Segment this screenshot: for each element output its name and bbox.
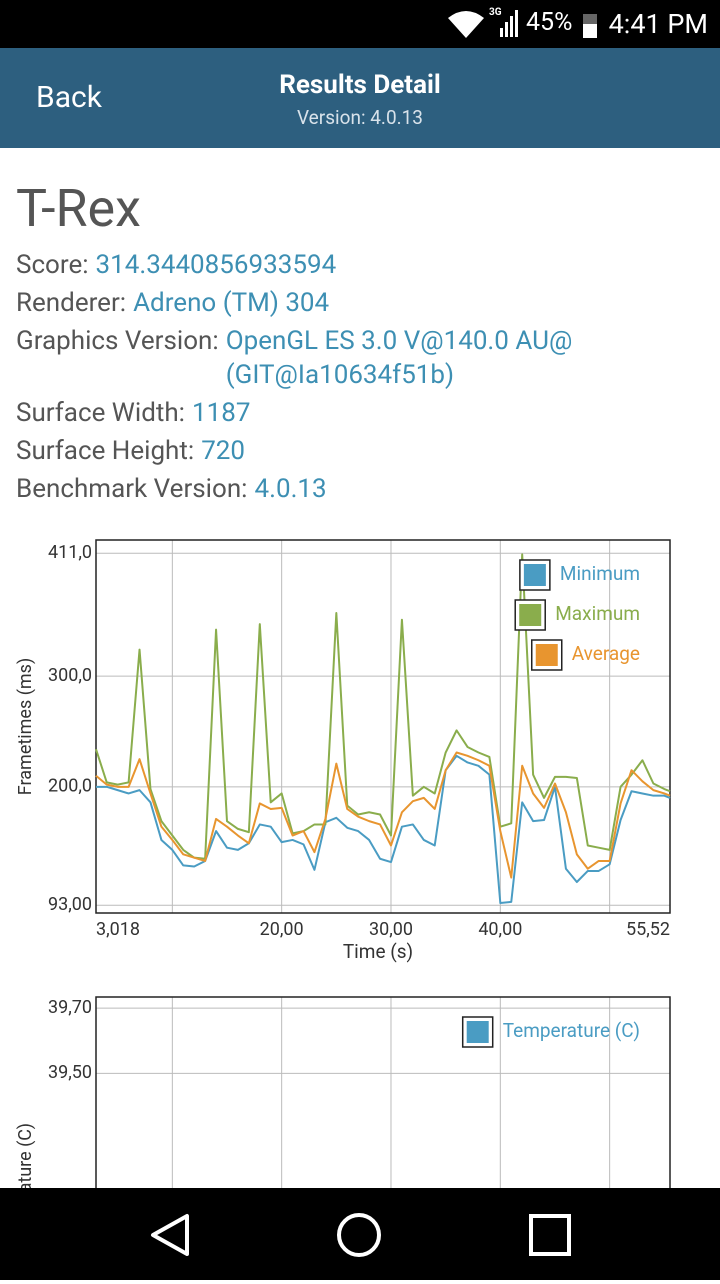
field-label: Renderer: <box>16 288 127 318</box>
field-value: Adreno (TM) 304 <box>133 288 330 318</box>
y-tick-label: 300,0 <box>48 665 92 686</box>
recents-nav[interactable] <box>529 1214 571 1256</box>
series-line <box>95 751 671 879</box>
result-fields: Score: 314.3440856933594 Renderer: Adreno (… <box>16 248 706 510</box>
legend-label: Maximum <box>555 602 640 625</box>
status-bar: 3G 45% 4:41 PM <box>0 0 720 48</box>
home-nav[interactable] <box>337 1213 381 1257</box>
x-tick-label: 55,52 <box>626 919 670 940</box>
field-value: 720 <box>201 436 246 466</box>
x-tick-label: 3,018 <box>96 919 140 940</box>
x-tick-label: 20,00 <box>260 919 304 940</box>
field-value: 314.3440856933594 <box>95 250 337 280</box>
clock: 4:41 PM <box>608 8 708 40</box>
x-tick-label: 30,00 <box>369 919 413 940</box>
field-row: Renderer: Adreno (TM) 304 <box>16 286 706 320</box>
field-value: 4.0.13 <box>254 474 327 504</box>
y-tick-label: 200,0 <box>48 776 92 797</box>
signal-bar <box>505 22 508 37</box>
charts: 93,00 200,0 300,0 411,0 3,018 20,00 30,00 40,00… <box>15 539 671 1188</box>
legend-swatch <box>466 1021 489 1043</box>
version: Version: 4.0.13 <box>296 106 423 129</box>
legend-label: Temperature (C) <box>503 1019 640 1042</box>
battery-empty <box>583 14 597 24</box>
field-row: Benchmark Version: 4.0.13 <box>16 472 706 506</box>
x-axis-title: Time (s) <box>343 940 413 963</box>
legend-swatch <box>523 564 546 586</box>
field-label: Surface Height: <box>16 436 195 466</box>
y-tick-label: 39,70 <box>48 997 92 1018</box>
legend-label: Average <box>572 642 640 665</box>
field-row: Surface Width: 1187 <box>16 396 706 430</box>
signal-bar <box>500 28 503 37</box>
wifi-icon <box>448 11 484 38</box>
field-row: Score: 314.3440856933594 <box>16 248 706 282</box>
screen-title: Results Detail <box>279 70 441 100</box>
app-bar: Back Results Detail Version: 4.0.13 <box>0 48 720 148</box>
status-icons <box>448 10 597 38</box>
signal-bar <box>515 10 518 37</box>
legend-label: Minimum <box>560 562 640 585</box>
field-label: Graphics Version: <box>16 326 219 356</box>
field-label: Score: <box>16 250 89 280</box>
field-label: Benchmark Version: <box>16 474 248 504</box>
battery-level: 45% <box>526 8 573 37</box>
network-type: 3G <box>489 7 502 18</box>
field-row: Surface Height: 720 <box>16 434 706 468</box>
legend-swatch <box>535 644 558 666</box>
plot-frame <box>95 996 671 1188</box>
series-line <box>95 553 671 860</box>
y-axis-title: Temperature (C) <box>15 1123 36 1188</box>
back-button[interactable]: Back <box>36 80 102 115</box>
back-nav[interactable] <box>151 1214 189 1256</box>
y-tick-label: 411,0 <box>48 542 92 563</box>
nav-icons <box>151 1213 571 1257</box>
y-axis-title: Frametimes (ms) <box>15 658 36 795</box>
series-line <box>96 754 671 905</box>
plot-frame <box>95 539 671 914</box>
x-tick-label: 40,00 <box>478 919 522 940</box>
field-value: OpenGL ES 3.0 V@140.0 AU@ (GIT@Ia10634f5… <box>225 326 573 390</box>
field-value: 1187 <box>191 398 251 428</box>
legend-swatch <box>519 604 542 626</box>
y-tick-label: 93,00 <box>48 894 92 915</box>
nav-bar <box>0 1188 720 1280</box>
field-label: Surface Width: <box>16 398 185 428</box>
signal-bar <box>510 16 513 37</box>
field-row: Graphics Version: OpenGL ES 3.0 V@140.0 A… <box>16 324 706 392</box>
y-tick-label: 39,50 <box>48 1062 92 1083</box>
test-name: T-Rex <box>16 178 141 239</box>
